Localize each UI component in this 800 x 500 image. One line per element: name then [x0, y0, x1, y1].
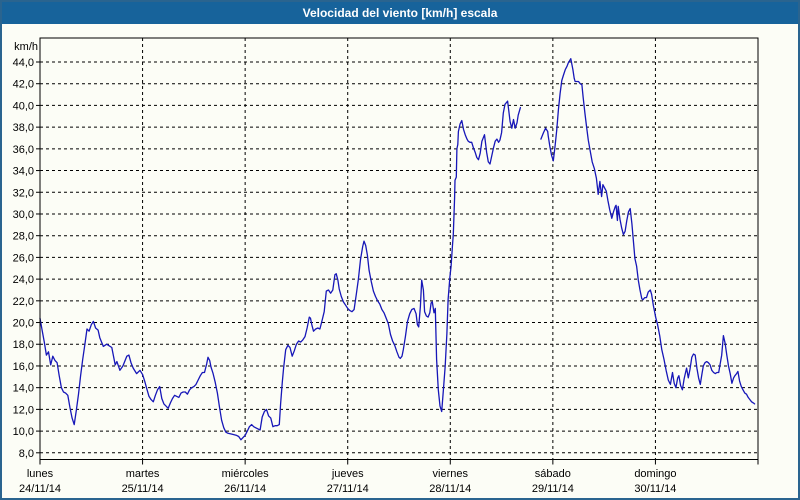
y-tick-label: 30,0	[13, 209, 34, 221]
wind-speed-line-segment-2	[540, 58, 756, 405]
y-tick-label: 14,0	[13, 383, 34, 395]
x-day-date-label: 26/11/14	[224, 483, 266, 495]
wind-speed-series	[39, 58, 756, 441]
x-day-date-label: 24/11/14	[19, 483, 61, 495]
y-tick-label: 10,0	[13, 426, 34, 438]
x-day-date-label: 28/11/14	[429, 483, 471, 495]
x-day-name-label: viernes	[433, 468, 469, 480]
y-tick-label: 44,0	[13, 57, 34, 69]
y-tick-label: 20,0	[13, 318, 34, 330]
y-tick-label: 18,0	[13, 339, 34, 351]
y-tick-label: 34,0	[13, 166, 34, 178]
x-day-date-label: 27/11/14	[327, 483, 369, 495]
x-day-name-label: jueves	[331, 468, 364, 480]
x-day-name-label: lunes	[27, 468, 54, 480]
y-tick-label: 8,0	[19, 448, 34, 460]
title-bar	[2, 2, 798, 24]
y-tick-label: 26,0	[13, 252, 34, 264]
x-day-date-label: 30/11/14	[634, 483, 676, 495]
x-day-name-label: martes	[126, 468, 160, 480]
x-day-name-label: domingo	[634, 468, 676, 480]
y-tick-label: 28,0	[13, 231, 34, 243]
x-day-date-label: 25/11/14	[122, 483, 164, 495]
y-tick-label: 24,0	[13, 274, 34, 286]
y-tick-label: 36,0	[13, 144, 34, 156]
y-tick-label: 40,0	[13, 100, 34, 112]
y-tick-label: 32,0	[13, 187, 34, 199]
x-day-name-label: miércoles	[222, 468, 270, 480]
y-tick-label: 16,0	[13, 361, 34, 373]
y-tick-label: 22,0	[13, 296, 34, 308]
y-tick-label: 38,0	[13, 122, 34, 134]
x-day-date-label: 29/11/14	[532, 483, 574, 495]
y-tick-label: 12,0	[13, 404, 34, 416]
chart-title: Velocidad del viento [km/h] escala	[303, 6, 498, 20]
wind-speed-line-segment-1	[39, 100, 522, 441]
axis-tick-marks	[36, 61, 759, 465]
vertical-gridlines	[142, 38, 656, 460]
y-axis-unit-label: km/h	[14, 41, 38, 53]
x-day-name-label: sábado	[535, 468, 571, 480]
plot-area-border	[39, 37, 759, 460]
y-tick-label: 42,0	[13, 79, 34, 91]
axis-labels: 44,0 42,0 40,0 38,0 36,0 34,0 32,0 30,0 28,0 26,0…	[13, 41, 677, 495]
